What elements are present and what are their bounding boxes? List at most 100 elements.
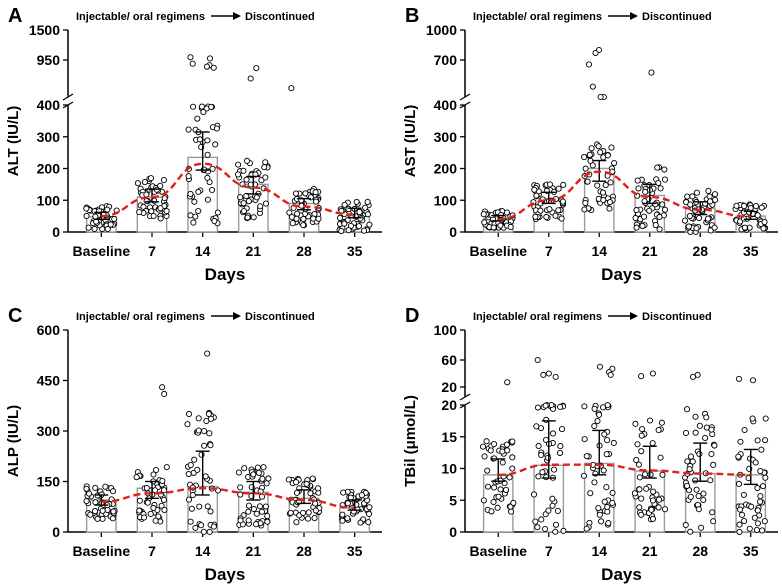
annotation-arrow-head — [630, 12, 638, 20]
x-tick-label: 14 — [591, 543, 607, 559]
data-point — [552, 212, 559, 219]
data-point — [87, 511, 94, 518]
data-point — [582, 199, 589, 207]
y-tick-label: 20 — [441, 379, 457, 395]
data-point — [757, 493, 764, 500]
outlier-point — [649, 370, 656, 377]
data-point — [638, 432, 645, 439]
x-tick-label: Baseline — [469, 243, 527, 259]
data-point — [107, 221, 114, 228]
data-point — [610, 439, 617, 447]
data-point — [237, 484, 244, 491]
data-point — [110, 508, 117, 515]
data-point — [503, 441, 510, 448]
data-point — [315, 215, 322, 222]
data-point — [480, 497, 487, 504]
data-point — [707, 198, 714, 205]
data-point — [658, 419, 665, 426]
data-point — [341, 201, 348, 208]
data-point — [634, 177, 641, 184]
data-point — [545, 507, 552, 514]
y-tick-label: 0 — [449, 524, 457, 540]
data-point — [94, 515, 101, 522]
outlier-point — [204, 350, 211, 357]
data-point — [366, 221, 373, 228]
data-point — [243, 157, 251, 164]
data-point — [157, 205, 164, 212]
data-point — [686, 212, 693, 220]
panel-label: D — [405, 305, 419, 327]
data-point — [490, 498, 497, 506]
data-point — [696, 422, 703, 429]
data-point — [633, 224, 640, 231]
data-point — [104, 206, 111, 213]
data-point — [596, 411, 603, 418]
x-tick-label: 14 — [591, 243, 607, 259]
data-point — [657, 454, 664, 461]
data-point — [365, 519, 372, 526]
y-tick-label: 950 — [37, 52, 61, 68]
data-point — [711, 442, 718, 449]
data-point — [305, 509, 312, 516]
data-point — [636, 504, 643, 511]
data-point — [581, 206, 588, 213]
outlier-point — [592, 49, 599, 57]
y-tick-label: 20 — [441, 397, 457, 413]
outlier-point — [206, 55, 214, 62]
data-point — [607, 179, 614, 186]
data-point — [746, 525, 753, 532]
data-point — [683, 482, 691, 489]
data-point — [546, 181, 554, 188]
data-point — [509, 465, 516, 472]
data-point — [300, 509, 307, 516]
data-point — [753, 526, 760, 533]
data-point — [605, 520, 612, 527]
data-point — [687, 201, 694, 208]
data-point — [752, 459, 759, 466]
data-point — [711, 191, 719, 198]
data-point — [741, 224, 748, 231]
data-point — [595, 505, 602, 512]
data-point — [504, 447, 511, 454]
data-point — [537, 207, 544, 214]
data-point — [594, 417, 601, 425]
data-point — [611, 159, 618, 167]
data-point — [634, 441, 641, 448]
data-point — [86, 490, 93, 497]
y-tick-label: 1500 — [29, 22, 60, 38]
annotation-regimen: Injectable/ oral regimens — [76, 11, 205, 23]
data-point — [340, 489, 347, 496]
axis-break-mark — [459, 93, 471, 101]
data-point — [491, 440, 498, 448]
data-point — [754, 507, 761, 514]
data-point — [158, 502, 165, 509]
data-point — [580, 472, 587, 479]
data-point — [235, 171, 242, 178]
data-point — [264, 518, 271, 525]
data-point — [558, 215, 565, 222]
data-point — [741, 202, 748, 210]
data-point — [632, 420, 639, 427]
outlier-point — [597, 93, 604, 101]
data-point — [184, 421, 191, 428]
data-point — [647, 471, 654, 478]
data-point — [696, 214, 703, 222]
data-point — [642, 188, 649, 195]
axis-break-mark — [62, 93, 74, 101]
outlier-point — [247, 75, 254, 82]
data-point — [104, 225, 111, 233]
data-point — [195, 415, 202, 422]
data-point — [161, 195, 168, 202]
data-point — [99, 507, 106, 514]
data-point — [213, 125, 220, 132]
data-point — [285, 476, 292, 483]
x-tick-label: 35 — [743, 543, 759, 559]
data-point — [201, 428, 208, 435]
data-point — [639, 222, 646, 230]
data-point — [210, 523, 217, 530]
data-point — [661, 176, 669, 183]
data-point — [762, 437, 769, 444]
data-point — [710, 461, 717, 468]
data-point — [509, 454, 516, 461]
y-tick-label: 60 — [441, 352, 457, 368]
